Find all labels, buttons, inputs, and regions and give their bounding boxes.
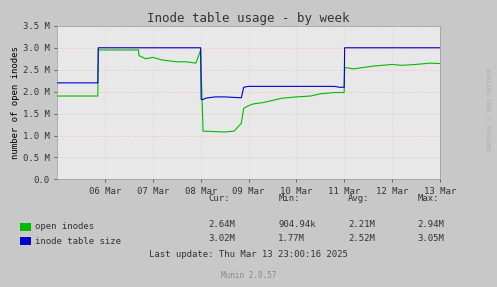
Text: Munin 2.0.57: Munin 2.0.57	[221, 272, 276, 280]
Text: 2.94M: 2.94M	[417, 220, 444, 229]
Title: Inode table usage - by week: Inode table usage - by week	[147, 12, 350, 25]
Text: 3.05M: 3.05M	[417, 234, 444, 243]
Text: 3.02M: 3.02M	[209, 234, 236, 243]
Text: Last update: Thu Mar 13 23:00:16 2025: Last update: Thu Mar 13 23:00:16 2025	[149, 250, 348, 259]
Text: 2.64M: 2.64M	[209, 220, 236, 229]
Text: Min:: Min:	[278, 194, 300, 203]
Text: 1.77M: 1.77M	[278, 234, 305, 243]
Text: Cur:: Cur:	[209, 194, 230, 203]
Text: Avg:: Avg:	[348, 194, 369, 203]
Text: 2.52M: 2.52M	[348, 234, 375, 243]
Y-axis label: number of open inodes: number of open inodes	[11, 46, 20, 159]
Text: 2.21M: 2.21M	[348, 220, 375, 229]
Text: RRDTOOL / TOBI OETIKER: RRDTOOL / TOBI OETIKER	[487, 68, 492, 150]
Text: Max:: Max:	[417, 194, 439, 203]
Text: 904.94k: 904.94k	[278, 220, 316, 229]
Text: open inodes: open inodes	[35, 222, 94, 231]
Text: inode table size: inode table size	[35, 236, 121, 246]
